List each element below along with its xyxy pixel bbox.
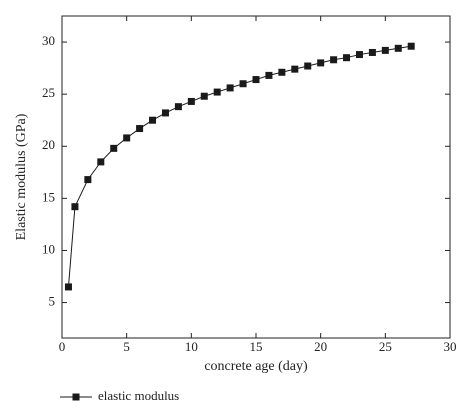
- data-point: [136, 125, 144, 133]
- data-point: [278, 68, 286, 76]
- x-tick-label: 30: [444, 339, 457, 354]
- data-point: [394, 44, 402, 52]
- data-point: [317, 59, 325, 67]
- data-point: [252, 76, 260, 84]
- data-point: [64, 283, 72, 291]
- y-tick-label: 20: [42, 137, 55, 152]
- data-point: [381, 46, 389, 54]
- data-point: [407, 42, 415, 50]
- series-line: [67, 45, 412, 287]
- x-tick-label: 20: [314, 339, 327, 354]
- data-point: [149, 116, 157, 124]
- data-point: [265, 71, 273, 79]
- x-tick-label: 5: [123, 339, 130, 354]
- data-point: [239, 80, 247, 88]
- data-point: [330, 56, 338, 64]
- data-point: [213, 88, 221, 96]
- data-point: [174, 103, 182, 111]
- data-point: [97, 158, 105, 166]
- data-point: [71, 203, 79, 211]
- data-point: [110, 144, 118, 152]
- y-tick-label: 10: [42, 241, 55, 256]
- data-point: [161, 109, 169, 117]
- data-point: [343, 54, 351, 62]
- legend-marker: [72, 393, 80, 401]
- x-tick-label: 15: [250, 339, 263, 354]
- y-axis-title: Elastic modulus (GPa): [14, 113, 29, 240]
- data-point: [355, 51, 363, 59]
- y-tick-label: 30: [42, 33, 55, 48]
- x-tick-label: 25: [379, 339, 392, 354]
- legend-label: elastic modulus: [98, 388, 179, 403]
- y-tick-label: 25: [42, 85, 55, 100]
- data-point: [226, 84, 234, 92]
- data-point: [368, 48, 376, 56]
- x-tick-label: 10: [185, 339, 198, 354]
- x-tick-label: 0: [59, 339, 66, 354]
- y-tick-label: 5: [49, 294, 56, 309]
- x-axis-title: concrete age (day): [204, 359, 308, 374]
- data-point: [123, 134, 131, 142]
- y-tick-label: 15: [42, 189, 55, 204]
- data-point: [200, 92, 208, 100]
- data-point: [304, 62, 312, 70]
- data-point: [291, 65, 299, 73]
- data-point: [187, 97, 195, 105]
- plot-frame: [61, 15, 451, 339]
- data-point: [84, 176, 92, 184]
